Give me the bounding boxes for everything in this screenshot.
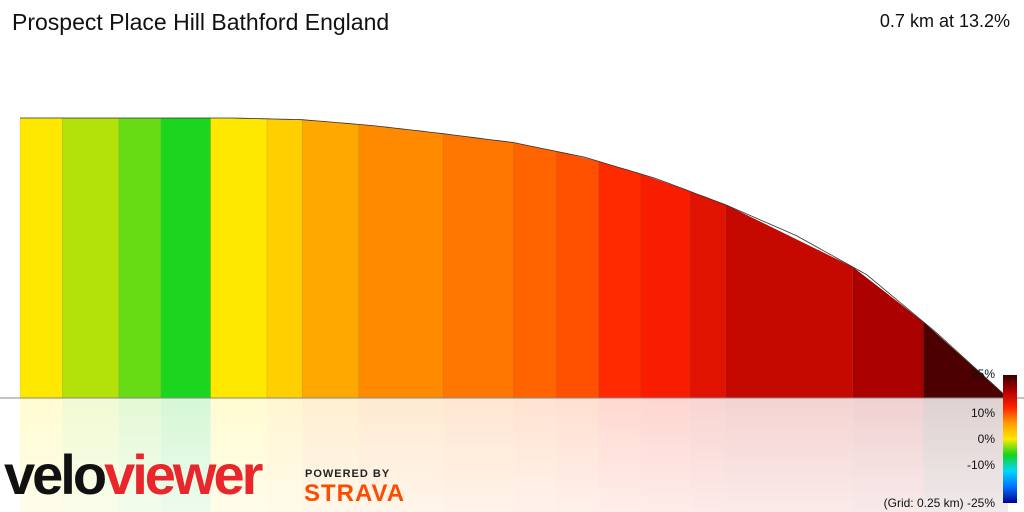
scale-label-25: 25% [970, 367, 995, 381]
strava-logo: STRAVA [304, 480, 406, 507]
profile-segment-1 [62, 117, 120, 399]
scale-gradient-fill [1003, 375, 1017, 503]
profile-segment-7 [358, 124, 444, 399]
profile-segment-5 [266, 118, 303, 399]
reflection-fade [0, 398, 1024, 512]
scale-label-minus-25: -25% [966, 496, 995, 510]
profile-segment-4 [210, 117, 268, 399]
profile-segment-14 [725, 204, 854, 399]
grid-note-text: (Grid: 0.25 km) [883, 496, 964, 510]
profile-segment-8 [443, 133, 515, 399]
scale-label-0: 0% [977, 432, 995, 446]
climb-summary: 0.7 km at 13.2% [879, 11, 1010, 31]
scale-label-minus-10: -10% [966, 458, 995, 472]
logo-viewer-text: viewer [104, 443, 263, 506]
profile-segment-2 [118, 117, 162, 399]
profile-segment-0 [19, 117, 63, 399]
profile-segment-13 [690, 191, 727, 399]
profile-outline [20, 117, 1009, 399]
profile-segment-3 [160, 117, 211, 399]
powered-by-label: POWERED BY [305, 468, 391, 480]
profile-segment-12 [640, 173, 691, 399]
profile-segment-11 [598, 160, 642, 399]
profile-segment-6 [301, 119, 360, 399]
profile-segment-9 [513, 142, 557, 399]
logo-velo-text: velo [4, 443, 107, 506]
profile-segment-10 [556, 150, 599, 399]
grid-note: (Grid: 0.25 km) -25% [884, 496, 995, 510]
chart-title: Prospect Place Hill Bathford England [12, 9, 390, 35]
veloviewer-logo: veloviewer [4, 447, 263, 503]
profile-segment-15 [852, 266, 924, 399]
gradient-color-scale [1003, 375, 1017, 503]
scale-label-10: 10% [970, 406, 995, 420]
